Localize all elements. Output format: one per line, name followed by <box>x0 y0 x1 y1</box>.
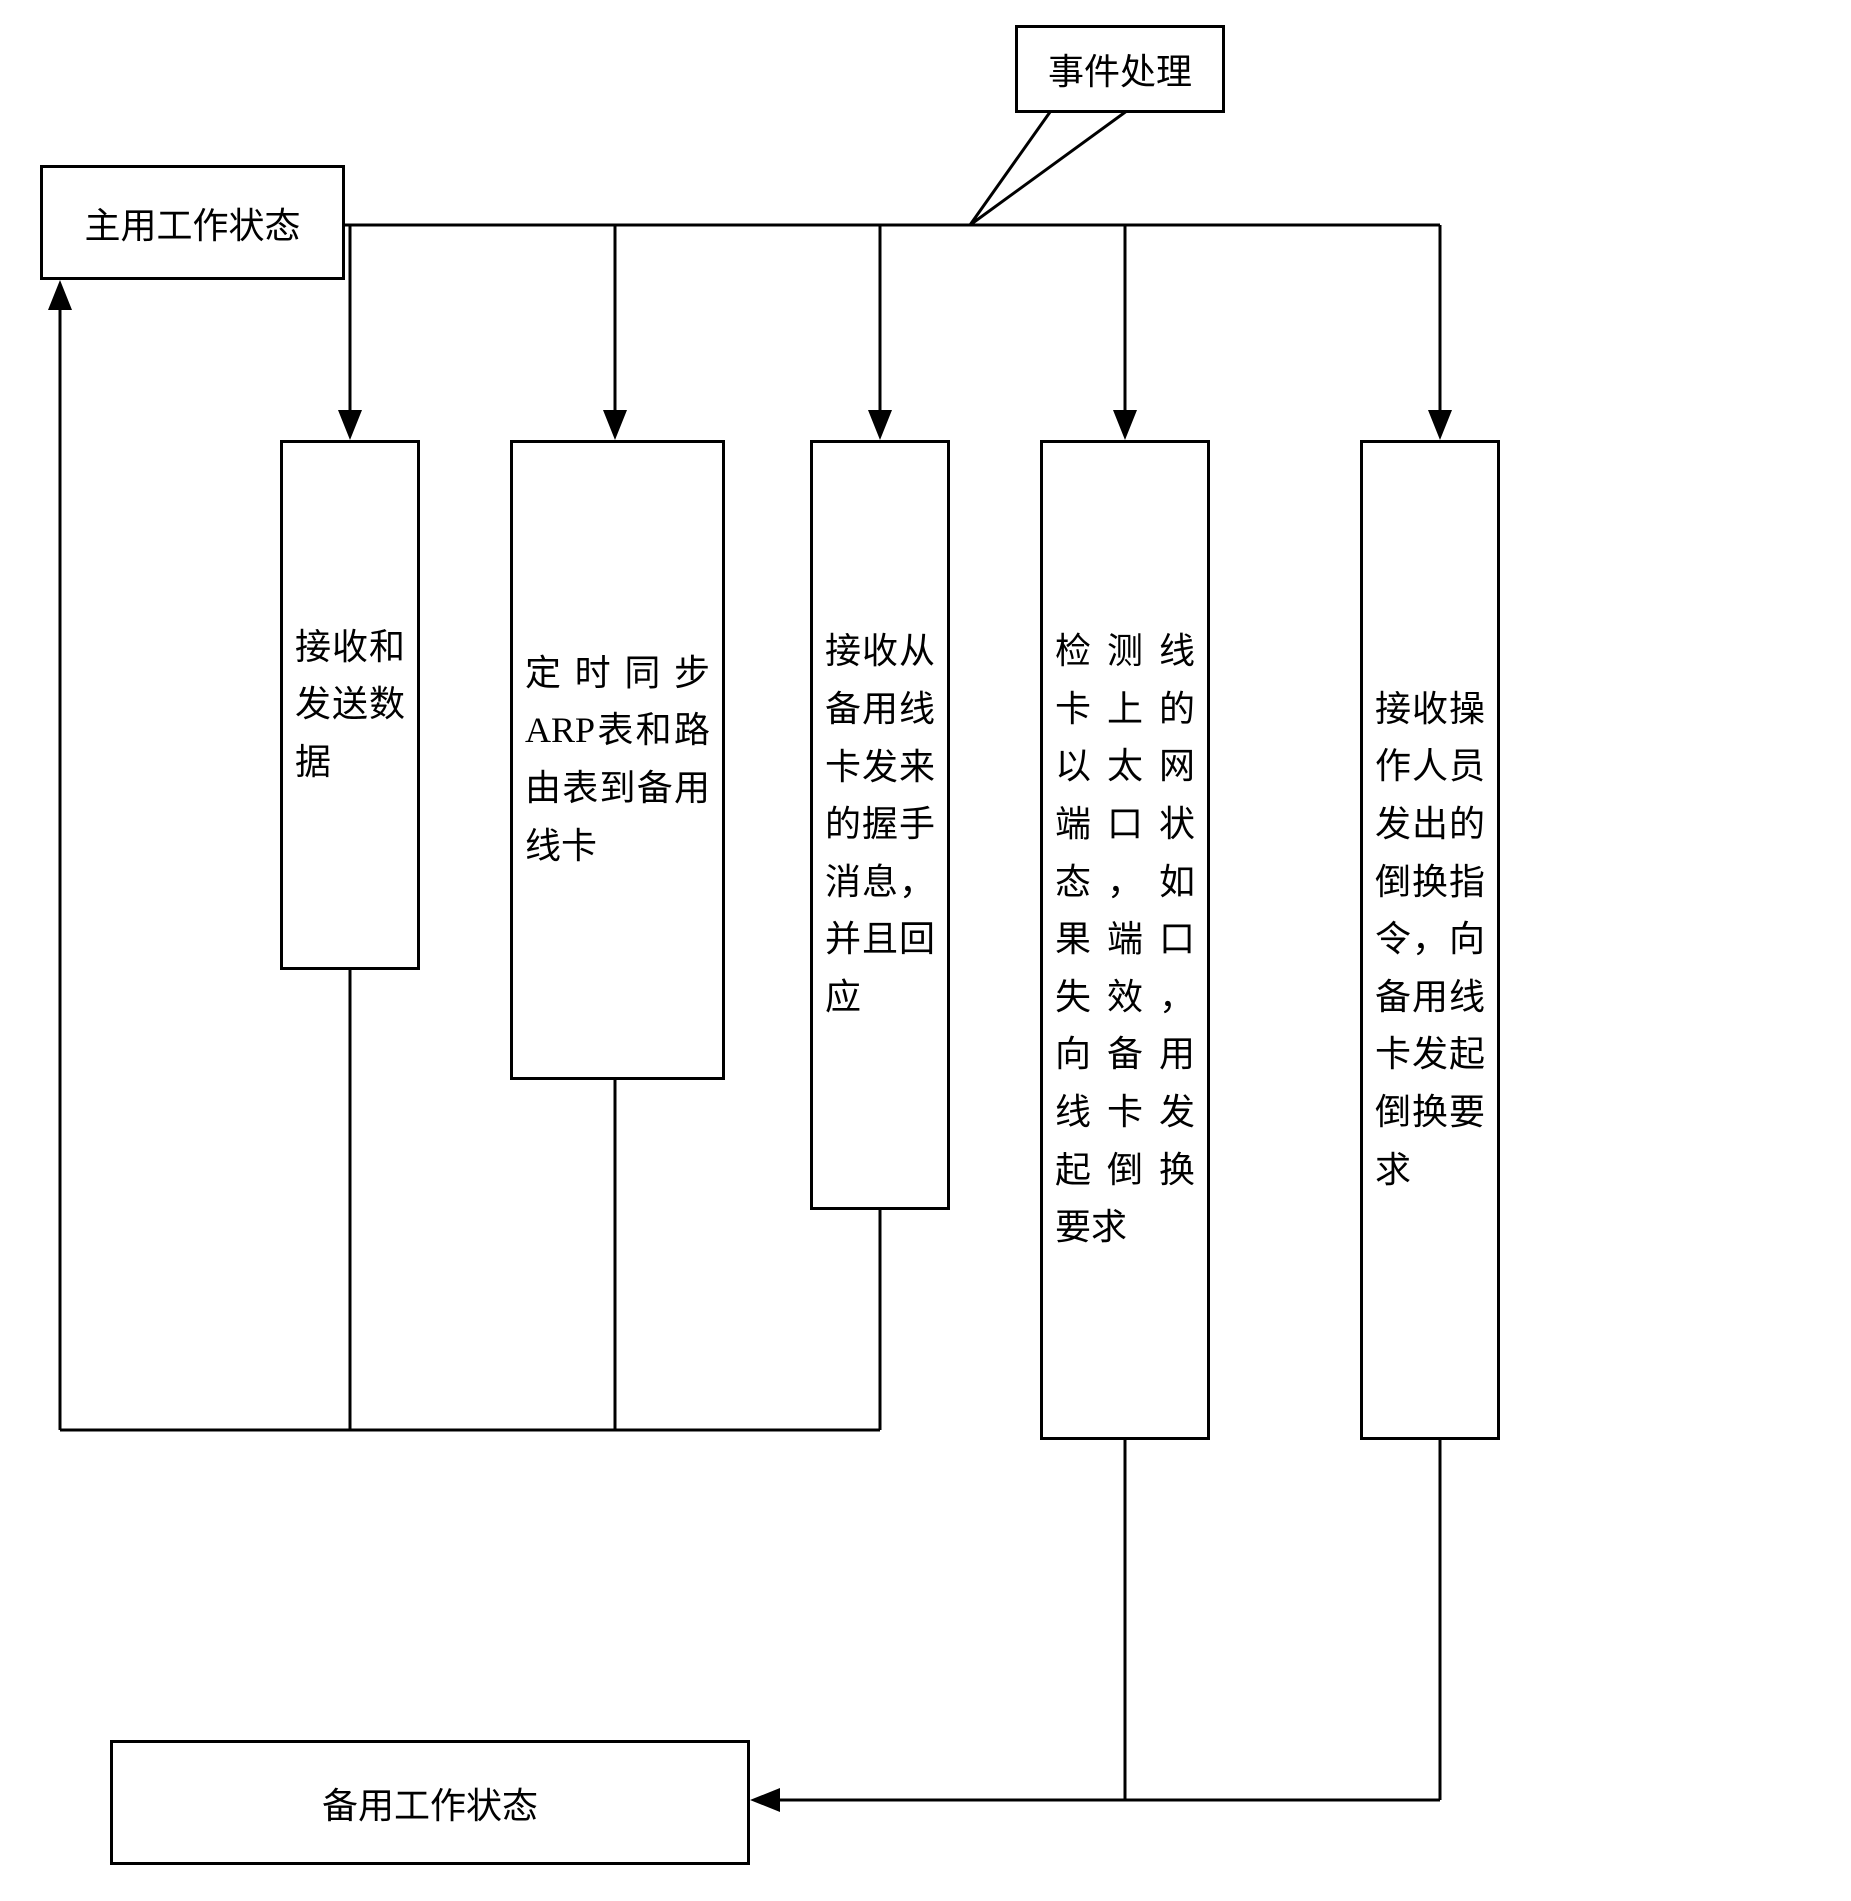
arrow-4 <box>1113 410 1137 440</box>
branch-5-box: 接收操作人员发出的倒换指令，向备用线卡发起倒换要求 <box>1360 440 1500 1440</box>
branch-3-label: 接收从备用线卡发来的握手消息，并且回应 <box>813 603 947 1046</box>
branch-2-box: 定时同步ARP表和路由表到备用线卡 <box>510 440 725 1080</box>
primary-state-box: 主用工作状态 <box>40 165 345 280</box>
branch-3-box: 接收从备用线卡发来的握手消息，并且回应 <box>810 440 950 1210</box>
branch-4-box: 检测线卡上的以太网端口状态，如果端口失效，向备用线卡发起倒换要求 <box>1040 440 1210 1440</box>
callout-pointer <box>970 105 1135 225</box>
standby-state-box: 备用工作状态 <box>110 1740 750 1865</box>
primary-state-label: 主用工作状态 <box>84 197 300 249</box>
branch-5-label: 接收操作人员发出的倒换指令，向备用线卡发起倒换要求 <box>1363 661 1497 1219</box>
branch-1-label: 接收和发送数据 <box>283 599 417 812</box>
arrow-5 <box>1428 410 1452 440</box>
branch-4-label: 检测线卡上的以太网端口状态，如果端口失效，向备用线卡发起倒换要求 <box>1043 603 1207 1277</box>
arrow-3 <box>868 410 892 440</box>
arrow-2 <box>603 410 627 440</box>
branch-1-box: 接收和发送数据 <box>280 440 420 970</box>
arrow-to-standby <box>750 1788 780 1812</box>
arrow-return-primary <box>48 280 72 310</box>
standby-state-label: 备用工作状态 <box>322 1777 538 1829</box>
callout-label: 事件处理 <box>1015 25 1225 113</box>
branch-2-label: 定时同步ARP表和路由表到备用线卡 <box>513 625 722 895</box>
arrow-1 <box>338 410 362 440</box>
callout-event-processing: 事件处理 <box>1015 25 1225 113</box>
